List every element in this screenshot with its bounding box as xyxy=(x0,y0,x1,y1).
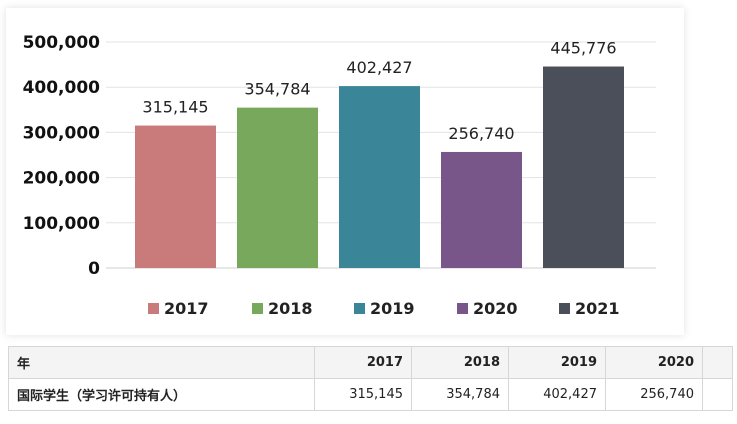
table-cell: 国际学生（学习许可持有人） xyxy=(8,378,315,411)
table-header-cell: 年 xyxy=(8,346,315,379)
table-header-cell: 2019 xyxy=(508,346,606,379)
bar xyxy=(135,125,216,268)
y-tick-label: 0 xyxy=(88,259,100,279)
legend-swatch xyxy=(457,303,468,314)
y-tick-label: 100,000 xyxy=(23,214,101,234)
table-cell: 256,740 xyxy=(605,378,703,411)
data-label: 354,784 xyxy=(244,80,310,99)
bar xyxy=(543,66,624,268)
table-cell: 402,427 xyxy=(508,378,606,411)
data-label: 315,145 xyxy=(142,98,208,117)
legend-label: 2018 xyxy=(268,299,313,318)
y-tick-label: 400,000 xyxy=(23,78,101,98)
y-tick-label: 200,000 xyxy=(23,169,101,189)
data-table: 年 2017 2018 2019 2020 国际学生（学习许可持有人） 315,… xyxy=(8,346,733,411)
data-label: 445,776 xyxy=(550,39,616,58)
y-tick-label: 500,000 xyxy=(23,33,101,53)
table-cell: 354,784 xyxy=(411,378,509,411)
table-header-row: 年 2017 2018 2019 2020 xyxy=(8,346,733,379)
legend-swatch xyxy=(354,303,365,314)
legend-label: 2021 xyxy=(575,299,620,318)
legend-label: 2020 xyxy=(473,299,518,318)
data-label: 402,427 xyxy=(346,58,412,77)
bar-chart: 0 100,000 200,000 300,000 400,000 500,000 315,… xyxy=(23,33,656,318)
table-cell xyxy=(702,378,733,411)
chart-card: 0 100,000 200,000 300,000 400,000 500,000 315,… xyxy=(6,8,684,335)
y-tick-label: 300,000 xyxy=(23,123,101,143)
legend-swatch xyxy=(559,303,570,314)
table-row: 国际学生（学习许可持有人） 315,145 354,784 402,427 25… xyxy=(8,378,733,411)
table-cell: 315,145 xyxy=(314,378,412,411)
table-header-cell: 2018 xyxy=(411,346,509,379)
data-label: 256,740 xyxy=(448,124,514,143)
table-header-cell: 2020 xyxy=(605,346,703,379)
table-header-cell: 2017 xyxy=(314,346,412,379)
legend-label: 2019 xyxy=(370,299,415,318)
legend-swatch xyxy=(148,303,159,314)
legend-label: 2017 xyxy=(164,299,209,318)
legend-swatch xyxy=(252,303,263,314)
bar xyxy=(441,151,522,268)
bar xyxy=(339,86,420,268)
table-header-cell xyxy=(702,346,733,379)
bar xyxy=(237,107,318,268)
